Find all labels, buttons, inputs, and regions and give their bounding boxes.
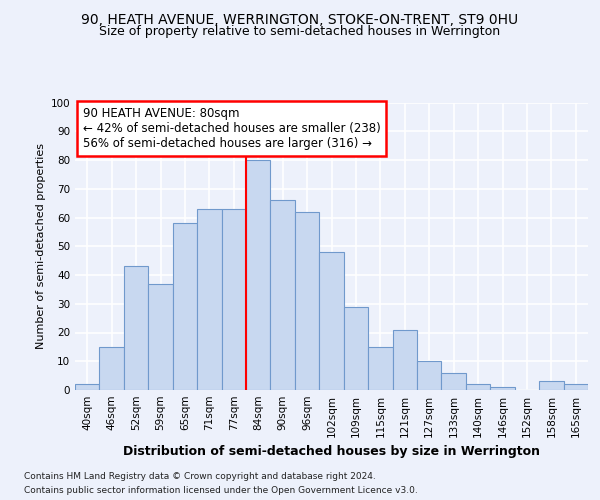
Bar [466, 384, 490, 390]
Bar [173, 223, 197, 390]
Text: 90, HEATH AVENUE, WERRINGTON, STOKE-ON-TRENT, ST9 0HU: 90, HEATH AVENUE, WERRINGTON, STOKE-ON-T… [82, 12, 518, 26]
Bar [124, 266, 148, 390]
Text: Size of property relative to semi-detached houses in Werrington: Size of property relative to semi-detach… [100, 25, 500, 38]
Bar [197, 209, 221, 390]
Bar [246, 160, 271, 390]
Bar [417, 361, 442, 390]
Bar [539, 382, 563, 390]
Bar [392, 330, 417, 390]
Bar [490, 387, 515, 390]
Bar [295, 212, 319, 390]
Text: 90 HEATH AVENUE: 80sqm
← 42% of semi-detached houses are smaller (238)
56% of se: 90 HEATH AVENUE: 80sqm ← 42% of semi-det… [83, 107, 380, 150]
Bar [563, 384, 588, 390]
Y-axis label: Number of semi-detached properties: Number of semi-detached properties [37, 143, 46, 350]
Bar [271, 200, 295, 390]
Text: Contains public sector information licensed under the Open Government Licence v3: Contains public sector information licen… [24, 486, 418, 495]
X-axis label: Distribution of semi-detached houses by size in Werrington: Distribution of semi-detached houses by … [123, 446, 540, 458]
Bar [368, 347, 392, 390]
Bar [75, 384, 100, 390]
Bar [442, 373, 466, 390]
Bar [319, 252, 344, 390]
Bar [221, 209, 246, 390]
Bar [344, 306, 368, 390]
Text: Contains HM Land Registry data © Crown copyright and database right 2024.: Contains HM Land Registry data © Crown c… [24, 472, 376, 481]
Bar [100, 347, 124, 390]
Bar [148, 284, 173, 390]
